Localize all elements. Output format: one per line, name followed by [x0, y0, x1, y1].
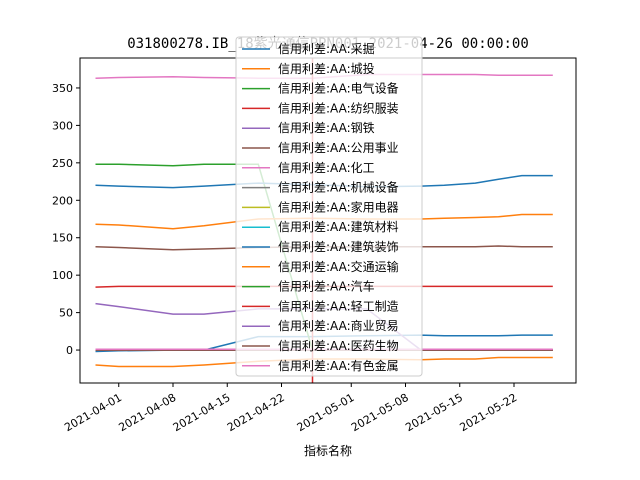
legend-label: 信用利差:AA:采掘: [278, 41, 375, 56]
y-tick-label: 350: [52, 82, 73, 95]
y-tick-label: 300: [52, 119, 73, 132]
legend: 信用利差:AA:采掘信用利差:AA:城投信用利差:AA:电气设备信用利差:AA:…: [235, 36, 423, 377]
legend-label: 信用利差:AA:交通运输: [278, 259, 399, 274]
legend-box: [235, 36, 423, 377]
y-tick-label: 0: [66, 344, 73, 357]
legend-label: 信用利差:AA:化工: [278, 161, 375, 175]
legend-label: 信用利差:AA:商业贸易: [278, 318, 399, 333]
y-axis: 0 50 100 150 200 250 300 350: [52, 82, 80, 357]
legend-label: 信用利差:AA:钢铁: [278, 121, 375, 135]
legend-label: 信用利差:AA:纺织服装: [278, 101, 399, 115]
legend-label: 信用利差:AA:建筑装饰: [278, 239, 399, 254]
legend-label: 信用利差:AA:机械设备: [278, 180, 399, 195]
legend-label: 信用利差:AA:有色金属: [278, 358, 399, 373]
legend-label: 信用利差:AA:汽车: [278, 279, 375, 294]
y-tick-label: 100: [52, 269, 73, 282]
legend-label: 信用利差:AA:建筑材料: [278, 219, 399, 234]
legend-label: 信用利差:AA:公用事业: [278, 141, 399, 155]
legend-label: 信用利差:AA:电气设备: [278, 81, 399, 96]
y-tick-label: 150: [52, 232, 73, 245]
legend-label: 信用利差:AA:轻工制造: [278, 299, 399, 313]
y-tick-label: 50: [59, 307, 73, 320]
y-tick-label: 250: [52, 157, 73, 170]
y-tick-label: 200: [52, 194, 73, 207]
legend-label: 信用利差:AA:城投: [278, 61, 375, 76]
legend-label: 信用利差:AA:医药生物: [278, 339, 399, 353]
legend-label: 信用利差:AA:家用电器: [278, 199, 399, 214]
x-axis-label: 指标名称: [304, 443, 352, 458]
